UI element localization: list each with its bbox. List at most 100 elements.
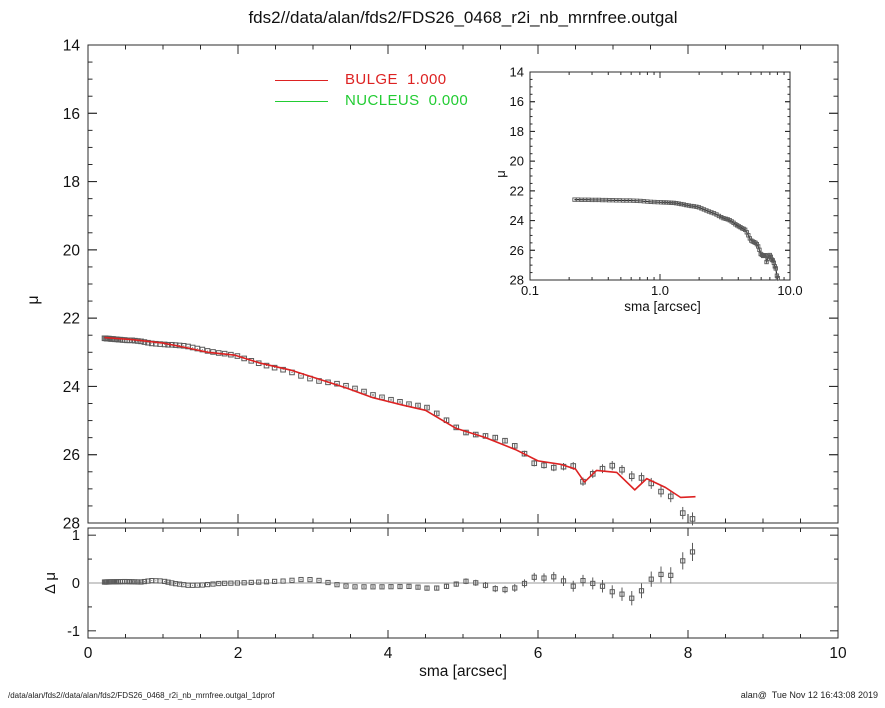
residual-point: [263, 579, 270, 585]
residual-y-tick-label: 0: [72, 576, 80, 592]
main-y-tick-label: 24: [63, 379, 81, 396]
residual-point: [307, 577, 313, 583]
inset-x-tick-label: 1.0: [651, 283, 669, 298]
inset-x-axis-title: sma [arcsec]: [624, 299, 701, 314]
inset-point: [721, 216, 726, 221]
observed-point: [667, 493, 674, 500]
legend-nucleus-label: NUCLEUS 0.000: [345, 92, 469, 109]
residual-point: [619, 591, 625, 597]
inset-y-tick-label: 14: [510, 65, 524, 80]
main-y-tick-label: 28: [63, 516, 80, 533]
inset-point: [757, 247, 762, 252]
observed-point: [511, 443, 518, 449]
main-y-tick-label: 20: [63, 242, 81, 259]
main-y-tick-label: 16: [63, 106, 80, 123]
residual-point: [352, 584, 358, 590]
residual-point: [234, 580, 241, 586]
inset-point: [704, 208, 709, 213]
inset-y-tick-label: 24: [510, 213, 524, 228]
residual-point: [135, 579, 141, 585]
residual-point: [256, 579, 262, 585]
inset-point: [676, 201, 681, 206]
bulge-model-line: [104, 336, 696, 499]
residual-point: [482, 582, 489, 588]
residual-point: [492, 586, 498, 592]
x-tick-label: 6: [534, 645, 543, 662]
residual-y-tick-label: 1: [72, 528, 80, 544]
residual-point: [316, 577, 322, 584]
inset-point: [689, 203, 694, 209]
residual-point: [141, 578, 148, 585]
inset-y-tick-label: 18: [510, 124, 524, 139]
inset-profile-line: [574, 199, 779, 279]
residual-point: [629, 595, 635, 601]
residual-point: [531, 574, 537, 580]
residual-point: [658, 571, 664, 578]
inset-y-axis-title: μ: [492, 170, 508, 178]
residual-point: [463, 578, 469, 584]
residual-point: [289, 577, 295, 583]
inset-plot-frame: [529, 71, 791, 281]
residual-point: [609, 589, 615, 595]
inset-x-tick-label: 10.0: [777, 283, 802, 298]
inset-point: [711, 211, 717, 216]
inset-point: [770, 258, 775, 263]
inset-point: [709, 210, 714, 215]
residual-point: [280, 578, 286, 584]
residual-point: [580, 578, 586, 584]
residual-point: [434, 585, 440, 591]
inset-point: [701, 207, 707, 212]
residual-point: [443, 583, 450, 589]
x-tick-label: 4: [384, 645, 393, 662]
inset-point: [716, 213, 722, 219]
inset-y-tick-label: 16: [510, 94, 524, 109]
inset-point: [773, 266, 778, 271]
footer-file-path: /data/alan/fds2//data/alan/fds2/FDS26_04…: [8, 691, 275, 700]
observed-point: [280, 366, 286, 373]
inset-point: [699, 206, 704, 211]
inset-point: [684, 202, 689, 208]
residual-y-tick-label: -1: [67, 624, 80, 640]
x-tick-label: 2: [234, 645, 243, 662]
residual-point: [129, 579, 135, 585]
residual-point: [668, 572, 674, 578]
inset-y-tick-label: 20: [510, 154, 524, 169]
figure-title: fds2//data/alan/fds2/FDS26_0468_r2i_nb_m…: [248, 8, 678, 27]
residual-point: [370, 584, 376, 590]
residual-point: [222, 580, 228, 586]
inset-point: [681, 202, 686, 207]
inset-point: [694, 204, 699, 209]
residual-point: [560, 578, 567, 584]
observed-point: [550, 464, 557, 471]
inset-point: [666, 200, 671, 205]
residual-point: [325, 579, 331, 586]
residual-point: [343, 583, 349, 589]
residual-y-axis-title: Δ μ: [41, 572, 59, 595]
residual-point: [397, 583, 403, 590]
residual-point: [162, 578, 168, 585]
residual-point: [199, 582, 205, 588]
residual-point: [204, 581, 211, 588]
residual-point: [272, 578, 278, 585]
main-y-tick-label: 22: [63, 311, 80, 328]
legend-nucleus-line-swatch: [275, 101, 328, 102]
residual-point: [334, 582, 340, 588]
residual-point: [194, 582, 200, 588]
inset-point: [664, 200, 669, 205]
inset-point: [775, 276, 780, 281]
main-y-axis-title: μ: [25, 295, 42, 305]
main-y-tick-label: 14: [63, 38, 81, 55]
main-plot-frame: [87, 44, 839, 524]
residual-point: [210, 581, 216, 587]
inset-point: [706, 209, 712, 214]
x-tick-label: 8: [684, 645, 693, 662]
observed-point: [433, 410, 440, 417]
observed-point: [531, 460, 538, 467]
observed-point: [541, 462, 547, 469]
observed-point: [424, 404, 430, 411]
footer-user-timestamp: alan@ Tue Nov 12 16:43:08 2019: [740, 690, 878, 700]
observed-point: [638, 475, 645, 481]
inset-x-tick-label: 0.1: [521, 283, 539, 298]
